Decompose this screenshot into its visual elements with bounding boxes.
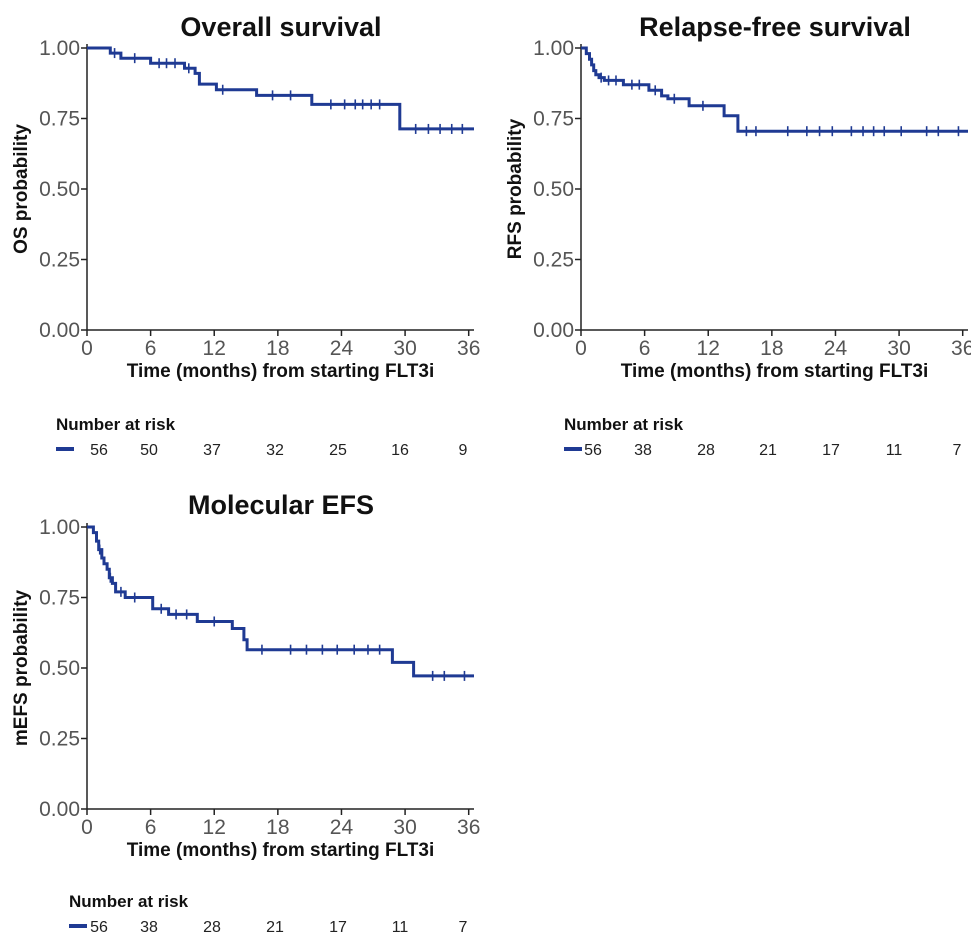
x-tick-label: 36	[457, 816, 480, 839]
y-tick-label: 0.50	[533, 178, 574, 201]
survival-curve	[87, 46, 474, 131]
x-axis-label: Time (months) from starting FLT3i	[127, 361, 435, 382]
y-tick-label: 0.25	[39, 249, 80, 272]
risk-count: 56	[584, 442, 602, 459]
y-tick-label: 0.00	[39, 798, 80, 821]
risk-table-title: Number at risk	[56, 415, 176, 434]
x-tick-label: 0	[81, 816, 93, 839]
y-axis-label: mEFS probability	[11, 589, 32, 746]
risk-count: 25	[329, 442, 347, 459]
risk-count: 17	[329, 919, 347, 933]
y-tick-label: 0.75	[39, 108, 80, 131]
x-tick-label: 6	[145, 816, 157, 839]
x-tick-label: 30	[887, 337, 910, 360]
y-tick-label: 0.25	[39, 728, 80, 751]
survival-curve	[581, 46, 968, 133]
risk-count: 21	[759, 442, 777, 459]
risk-table-title: Number at risk	[69, 892, 189, 911]
risk-count: 38	[634, 442, 652, 459]
risk-count: 11	[886, 442, 903, 459]
risk-count: 16	[391, 442, 409, 459]
risk-count: 56	[90, 442, 108, 459]
risk-count: 9	[459, 442, 468, 459]
km-panel-1: Overall survival 0.00 0.25 0.50 0.75 1.00 0 6 12…	[11, 12, 480, 459]
x-tick-label: 18	[266, 816, 289, 839]
y-axis-label: OS probability	[11, 124, 32, 254]
x-tick-label: 0	[81, 337, 93, 360]
risk-count: 37	[203, 442, 221, 459]
chart-title: Relapse-free survival	[639, 12, 911, 42]
x-tick-label: 24	[330, 337, 354, 360]
risk-count: 50	[140, 442, 158, 459]
x-tick-label: 24	[824, 337, 848, 360]
y-tick-label: 0.75	[39, 587, 80, 610]
x-axis-label: Time (months) from starting FLT3i	[621, 361, 929, 382]
risk-count: 28	[203, 919, 221, 933]
y-tick-label: 0.50	[39, 178, 80, 201]
x-tick-label: 30	[393, 816, 416, 839]
chart-title: Overall survival	[180, 12, 381, 42]
chart-title: Molecular EFS	[188, 490, 374, 520]
risk-count: 7	[459, 919, 468, 933]
risk-table-title: Number at risk	[564, 415, 684, 434]
x-tick-label: 18	[266, 337, 289, 360]
y-tick-label: 1.00	[39, 37, 80, 60]
x-axis-label: Time (months) from starting FLT3i	[127, 840, 435, 861]
x-tick-label: 30	[393, 337, 416, 360]
x-tick-label: 6	[639, 337, 651, 360]
survival-curve	[87, 525, 474, 678]
risk-count: 28	[697, 442, 715, 459]
x-tick-label: 36	[951, 337, 971, 360]
risk-count: 32	[266, 442, 284, 459]
km-panel-3: Molecular EFS 0.00 0.25 0.50 0.75 1.00 0 6 12 18 2…	[11, 490, 480, 933]
y-tick-label: 0.00	[39, 319, 80, 342]
risk-count: 21	[266, 919, 284, 933]
x-tick-label: 36	[457, 337, 480, 360]
x-tick-label: 12	[203, 816, 226, 839]
risk-legend-swatch	[56, 447, 74, 451]
risk-count: 7	[953, 442, 962, 459]
risk-count: 11	[392, 919, 409, 933]
x-tick-label: 6	[145, 337, 157, 360]
km-panel-2: Relapse-free survival 0.00 0.25 0.50 0.75 1.0…	[505, 12, 971, 459]
risk-count: 17	[822, 442, 840, 459]
risk-count: 38	[140, 919, 158, 933]
x-tick-label: 18	[760, 337, 783, 360]
risk-legend-swatch	[564, 447, 582, 451]
x-tick-label: 12	[203, 337, 226, 360]
y-tick-label: 0.50	[39, 657, 80, 680]
y-tick-label: 0.00	[533, 319, 574, 342]
x-tick-label: 24	[330, 816, 354, 839]
y-tick-label: 0.25	[533, 249, 574, 272]
y-tick-label: 0.75	[533, 108, 574, 131]
y-tick-label: 1.00	[39, 516, 80, 539]
risk-count: 56	[90, 919, 108, 933]
risk-legend-swatch	[69, 924, 87, 928]
x-tick-label: 0	[575, 337, 587, 360]
y-tick-label: 1.00	[533, 37, 574, 60]
x-tick-label: 12	[697, 337, 720, 360]
y-axis-label: RFS probability	[505, 118, 526, 259]
